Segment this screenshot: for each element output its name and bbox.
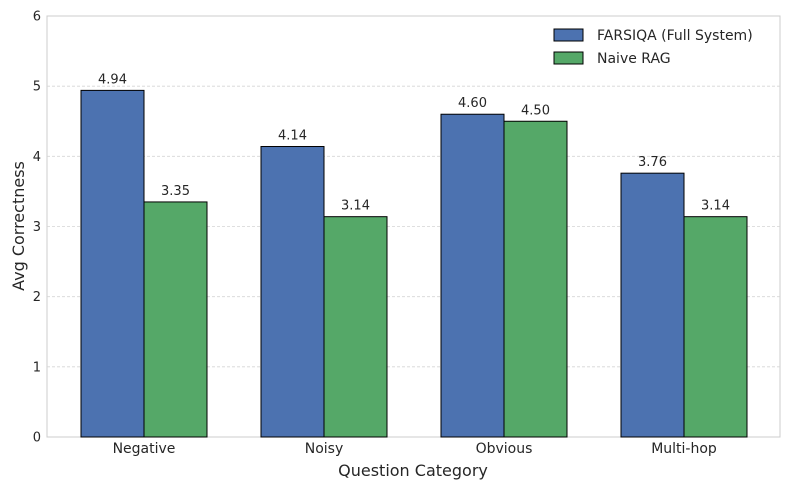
bars: 4.94 3.35 4.14 3.14 4.60 4.50 3.76 3.14: [80, 72, 748, 438]
x-tick-label: Noisy: [305, 441, 344, 457]
bar-value-label: 3.14: [701, 199, 730, 214]
legend-swatch: [553, 51, 584, 65]
legend-label: FARSIQA (Full System): [597, 28, 753, 44]
bar-value-label: 3.14: [341, 199, 370, 214]
y-tick-label: 4: [33, 150, 41, 165]
y-tick-label: 6: [33, 10, 41, 25]
legend-label: Naive RAG: [597, 51, 671, 67]
bar: [80, 89, 145, 438]
bar: [503, 120, 568, 438]
legend: FARSIQA (Full System) Naive RAG: [553, 28, 753, 67]
x-axis-label: Question Category: [338, 461, 488, 480]
bar-value-label: 4.50: [521, 103, 550, 118]
y-tick-label: 0: [33, 431, 41, 446]
bar: [683, 216, 748, 438]
y-tick-label: 1: [33, 360, 41, 375]
bar: [440, 113, 505, 438]
y-axis-label: Avg Correctness: [9, 161, 28, 291]
x-tick-label: Multi-hop: [651, 441, 717, 457]
bar-value-label: 4.94: [98, 72, 127, 87]
bar-value-label: 3.35: [161, 184, 190, 199]
x-tick-label: Obvious: [476, 441, 533, 457]
bar-value-label: 4.60: [458, 96, 487, 111]
bar-value-label: 4.14: [278, 129, 307, 144]
x-tick-label: Negative: [113, 441, 176, 457]
y-axis-ticks: 0 1 2 3 4 5 6: [33, 10, 41, 446]
x-axis-ticks: Negative Noisy Obvious Multi-hop: [113, 441, 717, 457]
bar: [620, 172, 685, 438]
bar: [143, 201, 208, 438]
bar: [260, 146, 325, 438]
bar: [323, 216, 388, 438]
y-tick-label: 3: [33, 220, 41, 235]
y-tick-label: 5: [33, 80, 41, 95]
legend-swatch: [553, 28, 584, 42]
y-tick-label: 2: [33, 290, 41, 305]
bar-value-label: 3.76: [638, 155, 667, 170]
